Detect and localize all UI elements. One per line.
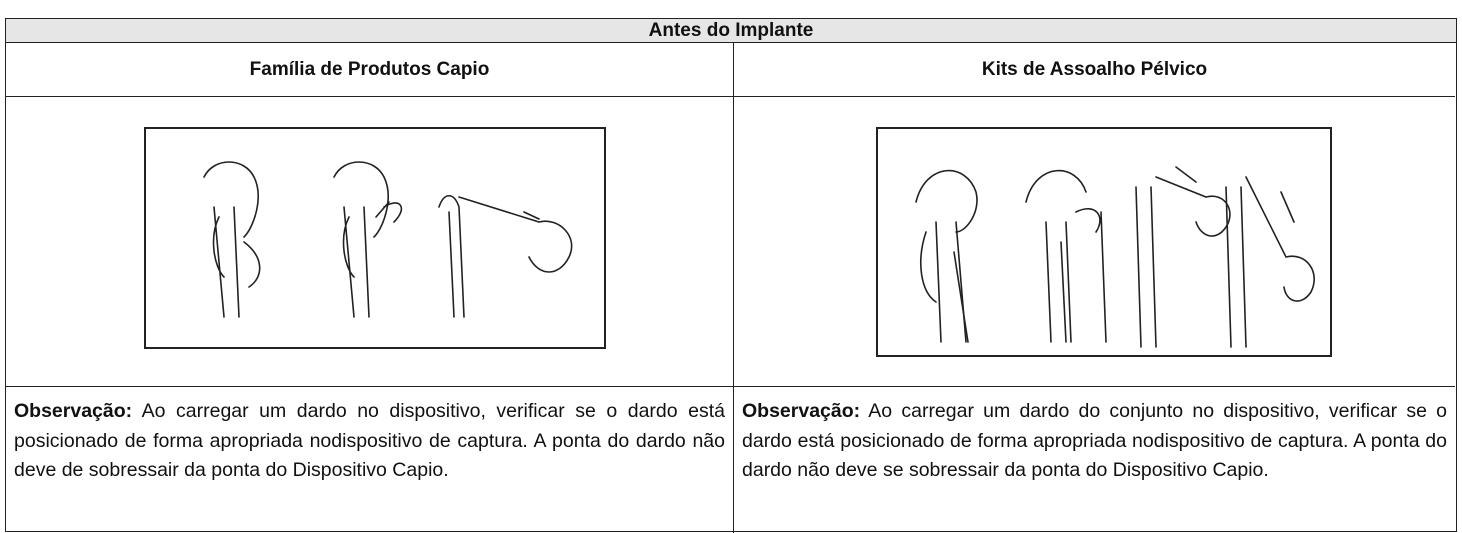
note-text: Ao carregar um dardo no dispositivo, ver… [14, 400, 726, 481]
note-label: Observação: [742, 400, 861, 422]
note-text: Ao carregar um dardo do conjunto no disp… [742, 400, 1448, 481]
column-heading: Kits de Assoalho Pélvico [734, 43, 1455, 97]
note-cell: Observação: Ao carregar um dardo no disp… [6, 387, 734, 533]
table-title: Antes do Implante [6, 19, 1456, 43]
column-heading: Família de Produtos Capio [6, 43, 734, 97]
table: Antes do Implante Família de Produtos Ca… [5, 18, 1457, 533]
image-cell [734, 97, 1455, 387]
image-cell [6, 97, 734, 387]
note-label: Observação: [14, 400, 133, 422]
note-cell: Observação: Ao carregar um dardo do conj… [734, 387, 1455, 533]
illustration [144, 127, 606, 349]
illustration [876, 127, 1332, 357]
